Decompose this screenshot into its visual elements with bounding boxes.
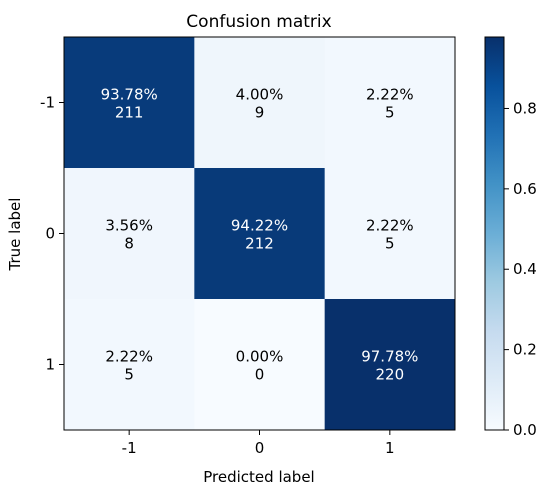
heatmap-cells (64, 37, 456, 431)
heatmap-cell (194, 37, 326, 169)
heatmap-cell (324, 168, 456, 300)
cell-count-label: 9 (255, 104, 265, 122)
cell-count-label: 211 (115, 104, 144, 122)
heatmap-cell-labels: 93.78%2114.00%92.22%53.56%894.22%2122.22… (101, 86, 419, 384)
colorbar-tick-label: 0.6 (513, 180, 537, 198)
cell-count-label: 5 (385, 104, 395, 122)
cell-percent-label: 3.56% (105, 217, 153, 235)
cell-count-label: 8 (124, 235, 134, 253)
colorbar-tick-label: 0.0 (513, 421, 537, 439)
cell-count-label: 220 (376, 366, 405, 384)
y-axis-ticks: -1 0 1 (40, 94, 64, 374)
colorbar-ticks: 0.0 0.2 0.4 0.6 0.8 (504, 99, 537, 439)
heatmap-cell (324, 299, 456, 431)
x-tick-label: 0 (255, 439, 265, 457)
cell-count-label: 212 (245, 235, 274, 253)
y-axis-label: True label (6, 198, 24, 272)
cell-count-label: 5 (124, 366, 134, 384)
y-tick-label: 0 (45, 225, 55, 243)
cell-count-label: 5 (385, 235, 395, 253)
cell-percent-label: 97.78% (361, 348, 418, 366)
y-tick-label: -1 (40, 94, 55, 112)
heatmap-cell (64, 168, 195, 300)
cell-percent-label: 2.22% (366, 86, 414, 104)
cell-percent-label: 4.00% (236, 86, 284, 104)
colorbar (484, 36, 505, 431)
heatmap-cell (64, 37, 195, 169)
heatmap-cell (324, 37, 456, 169)
cell-percent-label: 2.22% (105, 348, 153, 366)
cell-percent-label: 93.78% (101, 86, 158, 104)
chart-title: Confusion matrix (186, 12, 331, 32)
x-axis-label: Predicted label (203, 468, 314, 486)
heatmap-cell (194, 168, 326, 300)
y-tick-label: 1 (45, 356, 55, 374)
cell-percent-label: 2.22% (366, 217, 414, 235)
heatmap-cell (194, 299, 326, 431)
cell-count-label: 0 (255, 366, 265, 384)
x-tick-label: 1 (385, 439, 395, 457)
colorbar-tick-label: 0.8 (513, 99, 537, 117)
cell-percent-label: 0.00% (236, 348, 284, 366)
x-axis-ticks: -1 0 1 (122, 430, 395, 457)
colorbar-tick-label: 0.4 (513, 260, 537, 278)
colorbar-tick-label: 0.2 (513, 341, 537, 359)
cell-percent-label: 94.22% (231, 217, 288, 235)
heatmap-cell (64, 299, 195, 431)
x-tick-label: -1 (122, 439, 137, 457)
